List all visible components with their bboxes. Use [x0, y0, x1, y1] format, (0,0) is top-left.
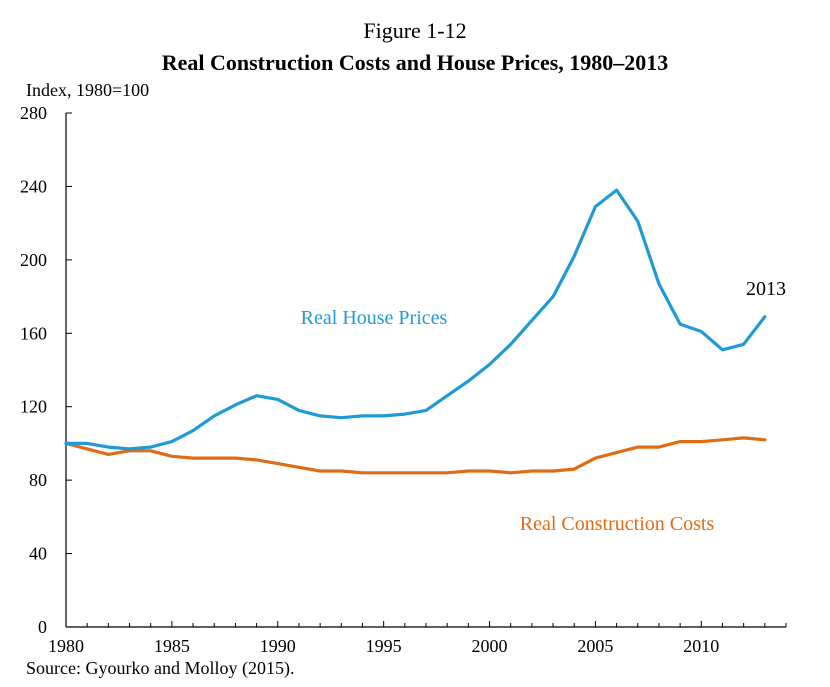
- x-tick-label: 1990: [260, 636, 296, 656]
- y-tick-label: 160: [20, 323, 47, 343]
- source-note: Source: Gyourko and Molloy (2015).: [26, 658, 295, 678]
- annotation-real-house-prices: Real House Prices: [301, 307, 448, 329]
- annotation-end-year: 2013: [746, 278, 786, 300]
- x-tick-label: 1980: [48, 636, 84, 656]
- figure-label: Figure 1-12: [363, 18, 467, 43]
- x-tick-label: 2010: [683, 636, 719, 656]
- series-line-real-house-prices: [64, 188, 767, 451]
- chart-title: Real Construction Costs and House Prices…: [161, 50, 669, 75]
- y-tick-label: 200: [20, 250, 47, 270]
- annotation-real-construction-costs: Real Construction Costs: [520, 513, 715, 535]
- y-tick-label: 0: [38, 617, 47, 637]
- y-tick-label: 120: [20, 397, 47, 417]
- series-line-real-construction-costs: [64, 436, 767, 475]
- axes: 0 40 80 120 160 200 240 280 1980 1985 1990 1995 2000…: [20, 103, 787, 656]
- y-tick-label: 240: [20, 176, 47, 196]
- x-tick-label: 2005: [577, 636, 613, 656]
- x-tick-label: 1995: [366, 636, 402, 656]
- y-tick-label: 80: [29, 470, 47, 490]
- x-tick-label: 1985: [154, 636, 190, 656]
- x-tick-label: 2000: [472, 636, 508, 656]
- series-lines: [64, 188, 767, 475]
- annotations: Real House Prices Real Construction Cost…: [301, 278, 786, 535]
- y-axis-label: Index, 1980=100: [26, 80, 150, 100]
- y-tick-label: 280: [20, 103, 47, 123]
- y-tick-label: 40: [29, 544, 47, 564]
